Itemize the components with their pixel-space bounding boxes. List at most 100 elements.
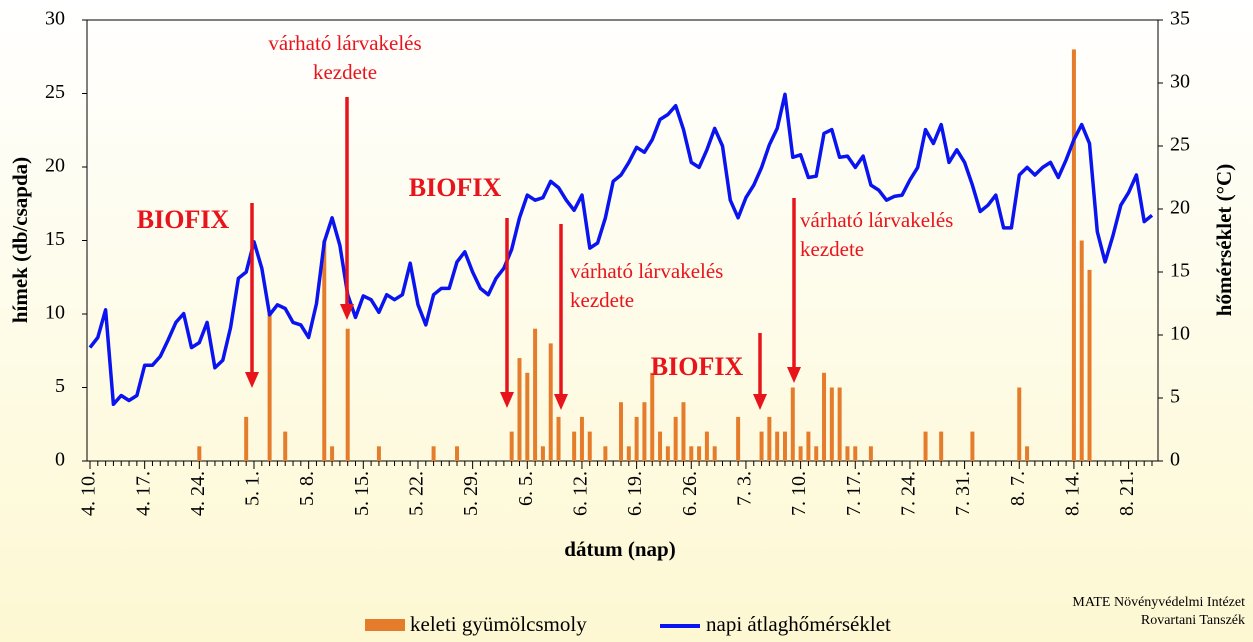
y2-tick-label: 30	[1170, 71, 1190, 93]
x-tick-label: 7. 10.	[788, 471, 810, 516]
annotation-arrowhead	[753, 394, 767, 410]
x-tick-label: 5. 22.	[406, 471, 428, 516]
bar	[790, 387, 795, 461]
x-axis-title: dátum (nap)	[564, 537, 675, 561]
legend-swatch	[365, 619, 405, 631]
y-tick-label: 0	[55, 449, 65, 471]
bar	[681, 402, 686, 461]
bar	[1087, 269, 1092, 461]
bar	[650, 372, 655, 461]
x-tick-label: 8. 7.	[1007, 471, 1029, 506]
bar	[673, 416, 678, 461]
legend-label: napi átlaghőmérséklet	[706, 612, 891, 636]
y2-tick-label: 0	[1170, 449, 1180, 471]
y2-tick-label: 15	[1170, 260, 1190, 282]
y-tick-label: 5	[55, 375, 65, 397]
bar	[822, 372, 827, 461]
bar	[642, 402, 647, 461]
bar	[244, 416, 249, 461]
y-tick-label: 20	[45, 155, 65, 177]
annotation-arrowhead	[787, 367, 801, 383]
x-tick-label: 4. 24.	[187, 471, 209, 516]
y2-tick-label: 20	[1170, 197, 1190, 219]
x-tick-label: 8. 14.	[1062, 471, 1084, 516]
bar	[697, 446, 702, 461]
bar	[665, 446, 670, 461]
bar	[782, 431, 787, 461]
bar	[556, 416, 561, 461]
bar	[283, 431, 288, 461]
bar	[431, 446, 436, 461]
annotation-arrowhead	[554, 394, 568, 410]
bar	[548, 343, 553, 461]
bar	[455, 446, 460, 461]
annotation-text: kezdete	[800, 237, 864, 261]
x-tick-label: 6. 26.	[679, 471, 701, 516]
bar	[1025, 446, 1030, 461]
bar	[798, 446, 803, 461]
x-tick-label: 5. 1.	[242, 471, 264, 506]
bar	[345, 328, 350, 461]
bar	[533, 328, 538, 461]
bar	[579, 416, 584, 461]
bar	[376, 446, 381, 461]
bar	[619, 402, 623, 461]
bar	[517, 358, 522, 461]
y-tick-label: 25	[45, 81, 65, 103]
y2-tick-label: 35	[1170, 8, 1190, 30]
x-tick-label: 6. 12.	[570, 471, 592, 516]
bar	[1071, 49, 1076, 462]
bar	[775, 431, 780, 461]
x-tick-label: 6. 19.	[624, 471, 646, 516]
bar	[267, 314, 272, 461]
bar	[814, 446, 819, 461]
x-tick-label: 5. 15.	[351, 471, 373, 516]
bar	[736, 416, 741, 461]
y-tick-label: 15	[45, 228, 65, 250]
bar	[845, 446, 850, 461]
annotation-text: várható lárvakelés	[570, 259, 723, 283]
bar	[939, 431, 944, 461]
temperature-line	[88, 92, 1154, 407]
bar	[767, 416, 772, 461]
y2-tick-label: 10	[1170, 323, 1190, 345]
bar	[970, 431, 975, 461]
x-tick-label: 5. 29.	[460, 471, 482, 516]
bar	[509, 431, 514, 461]
credit-line: Rovartani Tanszék	[1141, 613, 1245, 628]
x-tick-label: 7. 17.	[843, 471, 865, 516]
bar	[634, 416, 639, 461]
annotation-text: kezdete	[313, 60, 377, 84]
bar	[806, 431, 811, 461]
x-tick-label: 5. 8.	[296, 471, 318, 506]
bar	[658, 431, 663, 461]
bar	[572, 431, 577, 461]
bar	[759, 431, 764, 461]
bar	[603, 446, 608, 461]
bar	[712, 446, 717, 461]
annotation-text: BIOFIX	[137, 205, 230, 234]
x-tick-label: 4. 10.	[78, 471, 100, 516]
bar	[525, 372, 530, 461]
y2-tick-label: 25	[1170, 134, 1190, 156]
credit-line: MATE Növényvédelmi Intézet	[1072, 595, 1245, 610]
annotation-text: BIOFIX	[651, 352, 744, 381]
bar	[540, 446, 545, 461]
annotation-text: várható lárvakelés	[268, 31, 421, 55]
bar	[197, 446, 202, 461]
x-tick-label: 6. 5.	[515, 471, 537, 506]
bar	[626, 446, 631, 461]
bar	[1079, 240, 1084, 461]
y2-tick-label: 5	[1170, 386, 1180, 408]
annotation-arrowhead	[500, 392, 514, 408]
bar	[689, 446, 694, 461]
annotation-arrowhead	[245, 372, 259, 388]
bar	[330, 446, 335, 461]
bar	[923, 431, 928, 461]
x-tick-label: 4. 17.	[132, 471, 154, 516]
bar	[829, 387, 834, 461]
x-tick-label: 7. 3.	[734, 471, 756, 506]
bar	[837, 387, 842, 461]
bar	[1017, 387, 1022, 461]
